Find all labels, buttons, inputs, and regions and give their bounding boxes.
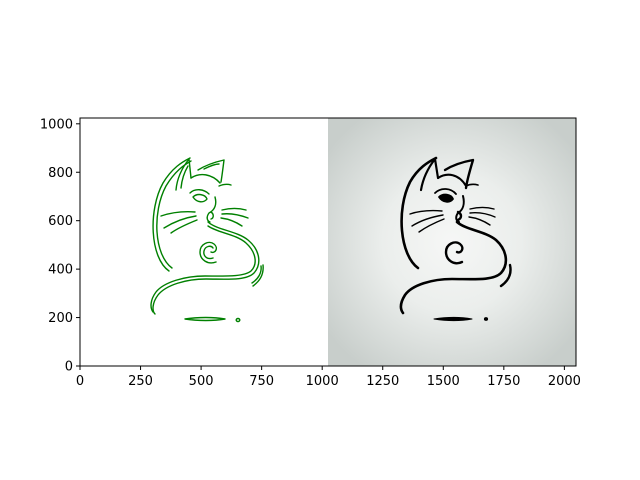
- green-cat-back-outer: [152, 157, 191, 272]
- axes-frame: [79, 117, 577, 367]
- plot-area: [80, 118, 576, 366]
- green-cat-right-paw-inner: [251, 265, 262, 284]
- green-cat-right-ear: [197, 159, 225, 183]
- black-cat-left-ear: [419, 157, 440, 192]
- x-tick-label: 250: [128, 374, 153, 389]
- green-cat-right-paw: [252, 264, 264, 287]
- black-cat-whisker-l3: [418, 218, 445, 233]
- x-tick-label: 750: [249, 374, 274, 389]
- black-cat-eye: [438, 193, 454, 203]
- black-cat-whisker-r3: [468, 216, 491, 226]
- green-cat-whisker-l3: [170, 219, 198, 234]
- y-tick-label: 600: [48, 214, 73, 229]
- black-line-art-cat-drawing: [399, 156, 512, 321]
- green-cat-brow-right: [218, 183, 232, 187]
- y-tick-label: 1000: [40, 117, 73, 132]
- green-cat-head-top: [190, 173, 221, 184]
- black-cat-ground-shadow: [433, 317, 473, 321]
- green-cat-brow: [189, 189, 210, 195]
- y-tick-label: 400: [48, 263, 73, 278]
- green-cat-right-ear-inner: [203, 163, 220, 170]
- green-cat-left-ear-inner: [180, 165, 189, 189]
- x-axis: 0 250 500 750 1000 1250 1500 1750 2000: [76, 366, 581, 389]
- green-cat-left-ear: [175, 158, 192, 191]
- black-cat-whisker-r2: [469, 212, 496, 218]
- green-cat-swirl-inner: [203, 245, 214, 260]
- y-tick-label: 200: [48, 311, 73, 326]
- x-tick-label: 1250: [366, 374, 399, 389]
- green-cat-nose: [210, 211, 214, 220]
- y-tick-label: 0: [65, 360, 73, 375]
- green-outline-cat-drawing: [150, 157, 264, 323]
- green-cat-face: [206, 196, 217, 223]
- x-tick-label: 1750: [487, 374, 520, 389]
- y-tick-label: 800: [48, 166, 73, 181]
- black-cat-swirl: [444, 241, 464, 265]
- black-cat-whisker-r1: [469, 206, 495, 210]
- black-cat-brow: [434, 188, 457, 195]
- black-cat-chest: [399, 220, 508, 315]
- x-tick-label: 1500: [427, 374, 460, 389]
- green-cat-chest-inner: [150, 225, 256, 313]
- green-cat-ground-shadow: [184, 316, 226, 322]
- green-cat-whisker-l2: [163, 215, 197, 229]
- green-cat-chest: [152, 221, 260, 315]
- x-tick-label: 500: [189, 374, 214, 389]
- black-cat-right-ear: [443, 158, 475, 190]
- black-cat-ground-dot: [483, 317, 489, 321]
- y-axis: 0 200 400 600 800 1000: [40, 117, 80, 375]
- green-cat-whisker-r3: [220, 217, 243, 227]
- black-cat-right-paw: [499, 263, 512, 288]
- black-cat-brow-right: [465, 183, 479, 187]
- green-cat-ground-dot: [235, 317, 241, 323]
- x-tick-label: 0: [76, 374, 84, 389]
- black-cat-nose: [456, 210, 463, 222]
- green-cat-swirl: [199, 241, 218, 264]
- green-cat-whisker-r2: [221, 213, 249, 219]
- black-cat-back: [400, 156, 438, 270]
- x-tick-label: 1000: [306, 374, 339, 389]
- black-cat-whisker-l1: [409, 209, 443, 215]
- x-tick-label: 2000: [548, 374, 581, 389]
- green-cat-eye: [192, 193, 208, 203]
- black-cat-whisker-l2: [411, 214, 444, 227]
- green-cat-whisker-r1: [221, 207, 247, 211]
- green-cat-whisker-l1: [160, 211, 196, 217]
- left-image-panel: [80, 118, 328, 366]
- black-cat-head-top: [437, 173, 467, 187]
